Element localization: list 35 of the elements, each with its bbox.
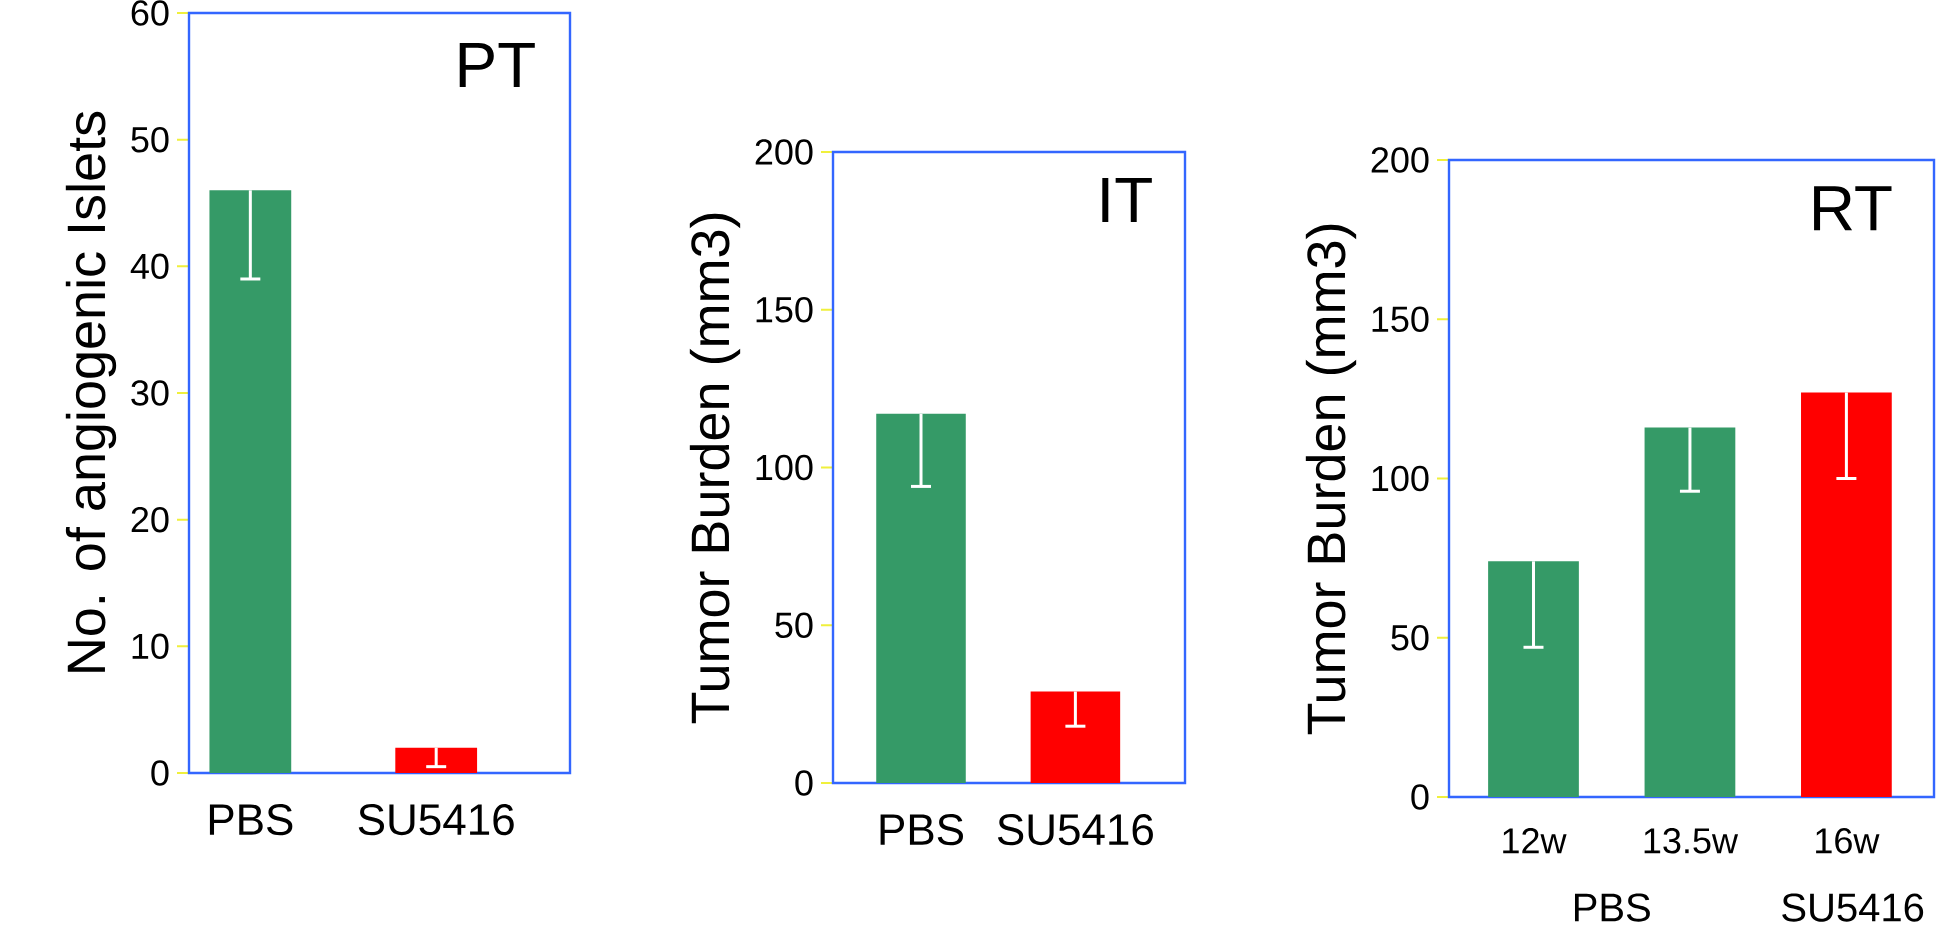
y-tick-label: 200	[1371, 147, 1429, 173]
chart-title: PT	[459, 42, 535, 87]
y-tick-label: 50	[131, 126, 169, 153]
y-tick-label: 0	[1411, 784, 1429, 810]
x-tick-label: PBS	[880, 814, 963, 846]
chart-title: IT	[1102, 178, 1152, 223]
text: SU5416	[1782, 893, 1924, 922]
x-tick-label: 12w	[1503, 828, 1567, 854]
x-tick-label: SU5416	[358, 804, 514, 836]
y-tick-label: 10	[132, 633, 169, 660]
y-tick-label: 50	[1391, 624, 1429, 651]
y-tick-label: 30	[131, 380, 169, 406]
bar	[1801, 392, 1892, 797]
y-tick-label: 100	[756, 454, 813, 481]
y-axis-title: Tumor Burden (mm3)	[1305, 224, 1357, 735]
y-tick-label: 20	[131, 506, 169, 533]
x-tick-label: SU5416	[997, 814, 1153, 846]
y-tick-label: 0	[795, 770, 813, 796]
x-tick-label: 13.5w	[1644, 828, 1739, 854]
text: PBS	[1574, 893, 1650, 922]
chart-title: RT	[1814, 186, 1892, 231]
y-tick-label: 50	[775, 612, 813, 638]
y-tick-label: 60	[131, 0, 169, 26]
bar	[1644, 427, 1736, 797]
y-tick-label: 40	[130, 253, 169, 280]
x-tick-label: PBS	[209, 804, 293, 836]
y-tick-label: 150	[756, 296, 813, 323]
x-tick-label: 16w	[1816, 828, 1880, 854]
bar	[1488, 561, 1579, 797]
y-tick-label: 0	[151, 760, 169, 786]
y-axis-title: Tumor Burden (mm3)	[689, 213, 741, 724]
y-tick-label: 150	[1372, 306, 1429, 332]
y-tick-label: 200	[755, 139, 813, 165]
y-axis-title: No. of angiogenic Islets	[65, 111, 117, 672]
y-tick-label: 100	[1372, 465, 1429, 492]
